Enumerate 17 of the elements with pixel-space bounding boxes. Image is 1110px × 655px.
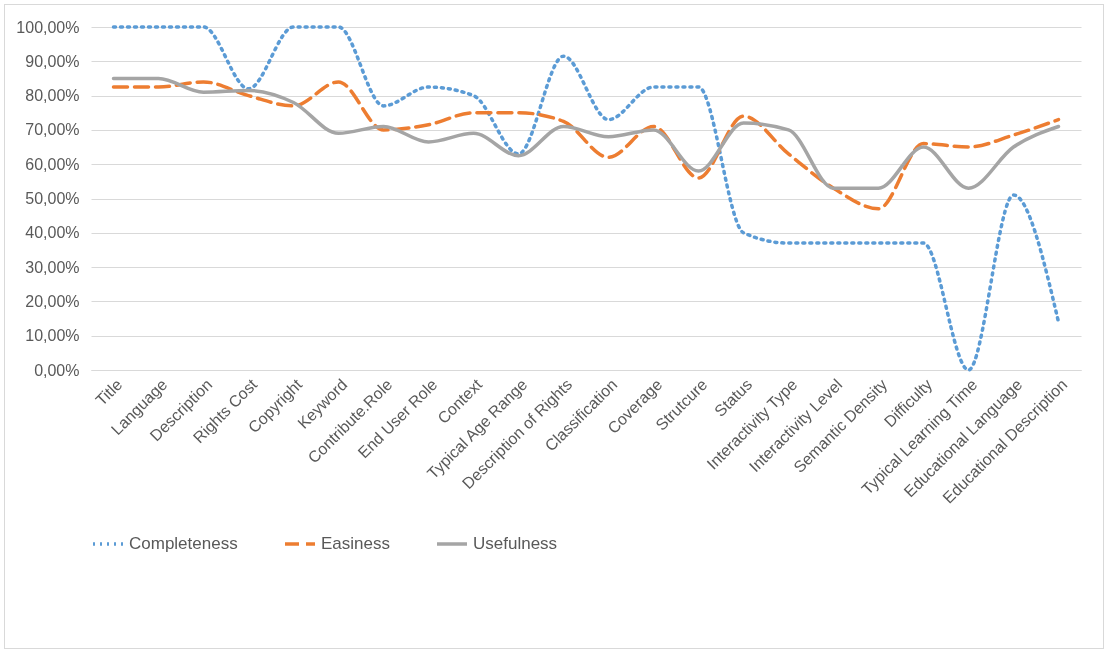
line-series — [111, 25, 1061, 372]
y-tick-label: 20,00% — [25, 292, 80, 310]
legend-label: Completeness — [129, 534, 238, 553]
legend-label: Easiness — [321, 534, 390, 553]
y-tick-label: 80,00% — [25, 87, 80, 105]
y-tick-label: 90,00% — [25, 52, 80, 70]
y-tick-label: 0,00% — [34, 361, 80, 379]
y-tick-label: 60,00% — [25, 155, 80, 173]
y-tick-label: 70,00% — [25, 121, 80, 139]
y-tick-label: 10,00% — [25, 327, 80, 345]
y-tick-label: 40,00% — [25, 224, 80, 242]
y-tick-label: 30,00% — [25, 258, 80, 276]
legend-label: Usefulness — [473, 534, 558, 553]
y-tick-label: 50,00% — [25, 190, 80, 207]
line-series — [111, 80, 1061, 211]
line-series — [111, 76, 1061, 190]
y-tick-label: 100,00% — [16, 18, 80, 36]
